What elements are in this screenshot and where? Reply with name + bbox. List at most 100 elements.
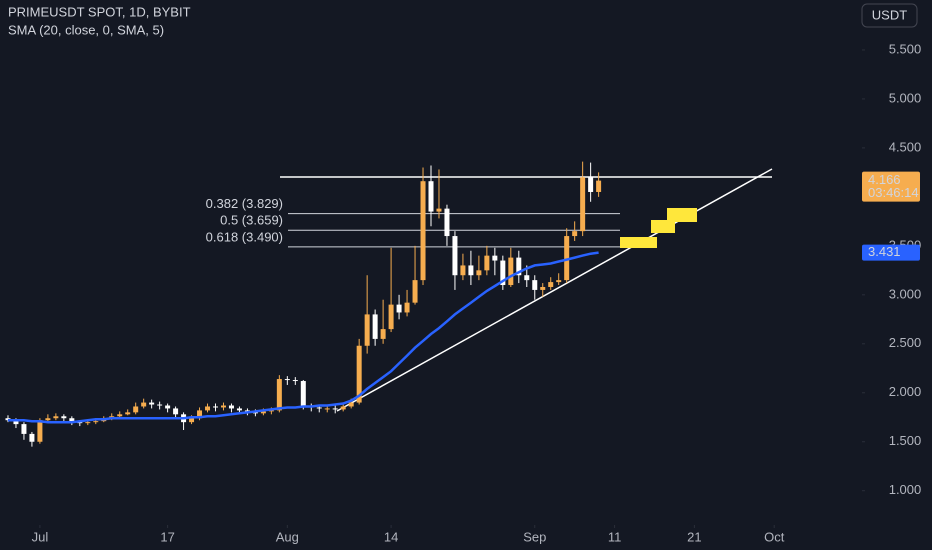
x-tick-label: 17 [160,529,174,544]
candle-body [236,408,242,411]
candle-body [85,422,91,424]
candle-body [292,380,298,382]
candle-body [484,255,490,271]
candle-body [316,407,322,409]
candle-body [564,236,570,281]
candle-body [173,408,179,415]
candle-body [540,286,546,290]
candle-body [468,265,474,276]
candle-body [492,255,498,261]
x-tick-label: Oct [764,529,785,544]
candle-body [356,345,362,403]
x-tick-label: 11 [608,529,622,544]
x-tick-label: Jul [32,529,49,544]
candle-body [77,422,83,424]
x-tick-label: Sep [523,529,546,544]
fib-label: 0.382 (3.829) [206,196,283,211]
candle-body [572,231,578,237]
candle-body [53,416,59,419]
currency-button[interactable] [861,3,918,28]
y-tick-label: 5.500 [889,41,922,56]
candle-body [141,402,147,407]
candle-body [21,424,27,434]
y-tick-label: 2.500 [889,335,922,350]
candle-body [460,265,466,276]
candle-body [452,236,458,276]
y-tick-label: 3.000 [889,286,922,301]
candle-body [5,418,11,421]
x-tick-label: Aug [276,529,299,544]
chart-title: PRIMEUSDT SPOT, 1D, BYBIT [8,4,191,19]
candle-body [340,406,346,410]
candle-body [364,314,370,346]
x-tick-label: 21 [687,529,701,544]
projection-box [667,208,697,222]
candle-body [348,402,354,407]
fib-label: 0.5 (3.659) [220,213,283,228]
currency-label[interactable]: USDT [872,7,907,22]
candle-body [276,379,282,411]
indicator-legend: SMA (20, close, 0, SMA, 5) [8,22,164,37]
y-tick-label: 4.500 [889,139,922,154]
x-tick-label: 14 [384,529,398,544]
candle-body [213,406,218,408]
candle-body [596,180,602,192]
candle-body [524,275,530,281]
candle-body [548,282,554,287]
y-tick-label: 1.500 [889,433,922,448]
price-label-box [862,171,920,202]
candle-body [388,304,394,330]
candle-body [380,329,386,339]
candle-body [324,408,330,410]
candle-body [29,433,35,442]
trend-line [336,168,773,412]
candle-body [476,270,482,276]
price-label: 4.166 [868,172,901,187]
candle-body [508,257,514,286]
candle-body [133,406,139,413]
candle-body [372,314,378,339]
sma-label-box [862,244,920,261]
candle-body [165,405,171,409]
candle-body [157,404,163,406]
y-tick-label: 5.000 [889,90,922,105]
candle-body [300,381,306,407]
candle-body [444,208,450,237]
candle-body [220,405,226,408]
fib-label: 0.618 (3.490) [206,229,283,244]
candle-body [117,414,123,417]
candle-body [69,418,75,423]
projection-box [651,220,675,233]
candle-body [404,302,410,313]
sma-label: 3.431 [868,244,901,259]
candle-body [532,280,538,290]
candle-body [580,177,586,232]
candle-body [588,177,594,192]
candle-body [149,402,155,405]
candle-body [205,406,211,411]
candle-body [260,411,266,414]
candle-body [332,408,338,410]
candle-body [500,260,506,286]
candle-body [189,418,195,423]
candle-body [428,181,434,212]
projection-box [620,237,657,248]
candle-body [556,280,562,283]
candle-body [228,405,234,409]
countdown-label: 03:46:14 [868,185,919,200]
y-tick-label: 2.000 [889,384,922,399]
candle-body [284,379,290,381]
candle-body [45,418,51,421]
candle-body [420,181,426,281]
candle-body [61,416,67,419]
sma-line [8,251,599,424]
candle-body [516,257,522,276]
candle-body [396,304,402,313]
candle-body [268,410,274,412]
candle-body [93,421,99,423]
y-tick-label: 1.000 [889,482,922,497]
candle-body [125,412,131,415]
candle-body [252,412,258,414]
